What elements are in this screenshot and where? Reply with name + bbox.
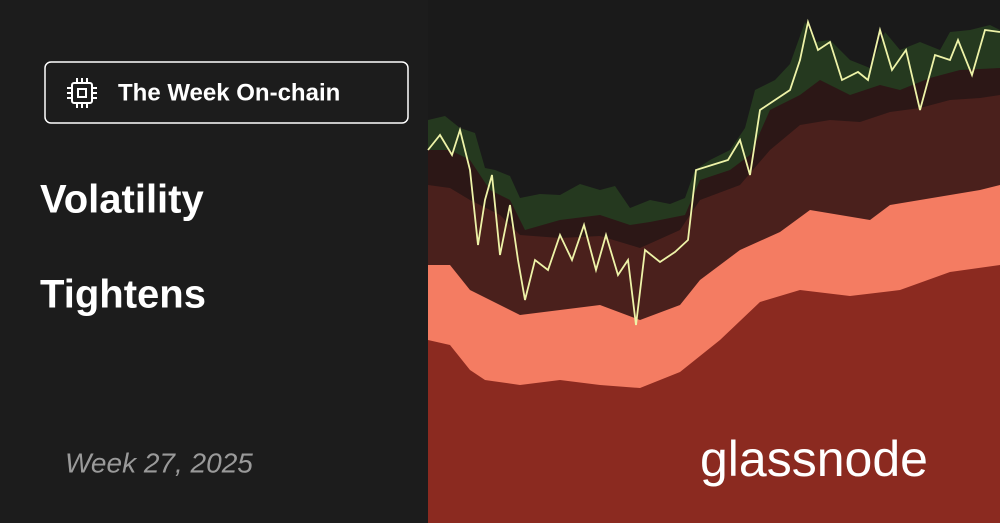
brand-logo: glassnode: [700, 431, 928, 487]
chip-icon: [67, 78, 97, 108]
title-line: Tightens: [40, 273, 206, 317]
red-band: [428, 265, 1000, 523]
price-line: [427, 18, 1000, 326]
badge-label: The Week On-chain: [118, 79, 340, 106]
decorative-chart: [427, 0, 1000, 523]
badge-box: [44, 61, 409, 124]
title-line: Volatility: [40, 178, 204, 222]
week-label: Week 27, 2025: [65, 447, 253, 478]
